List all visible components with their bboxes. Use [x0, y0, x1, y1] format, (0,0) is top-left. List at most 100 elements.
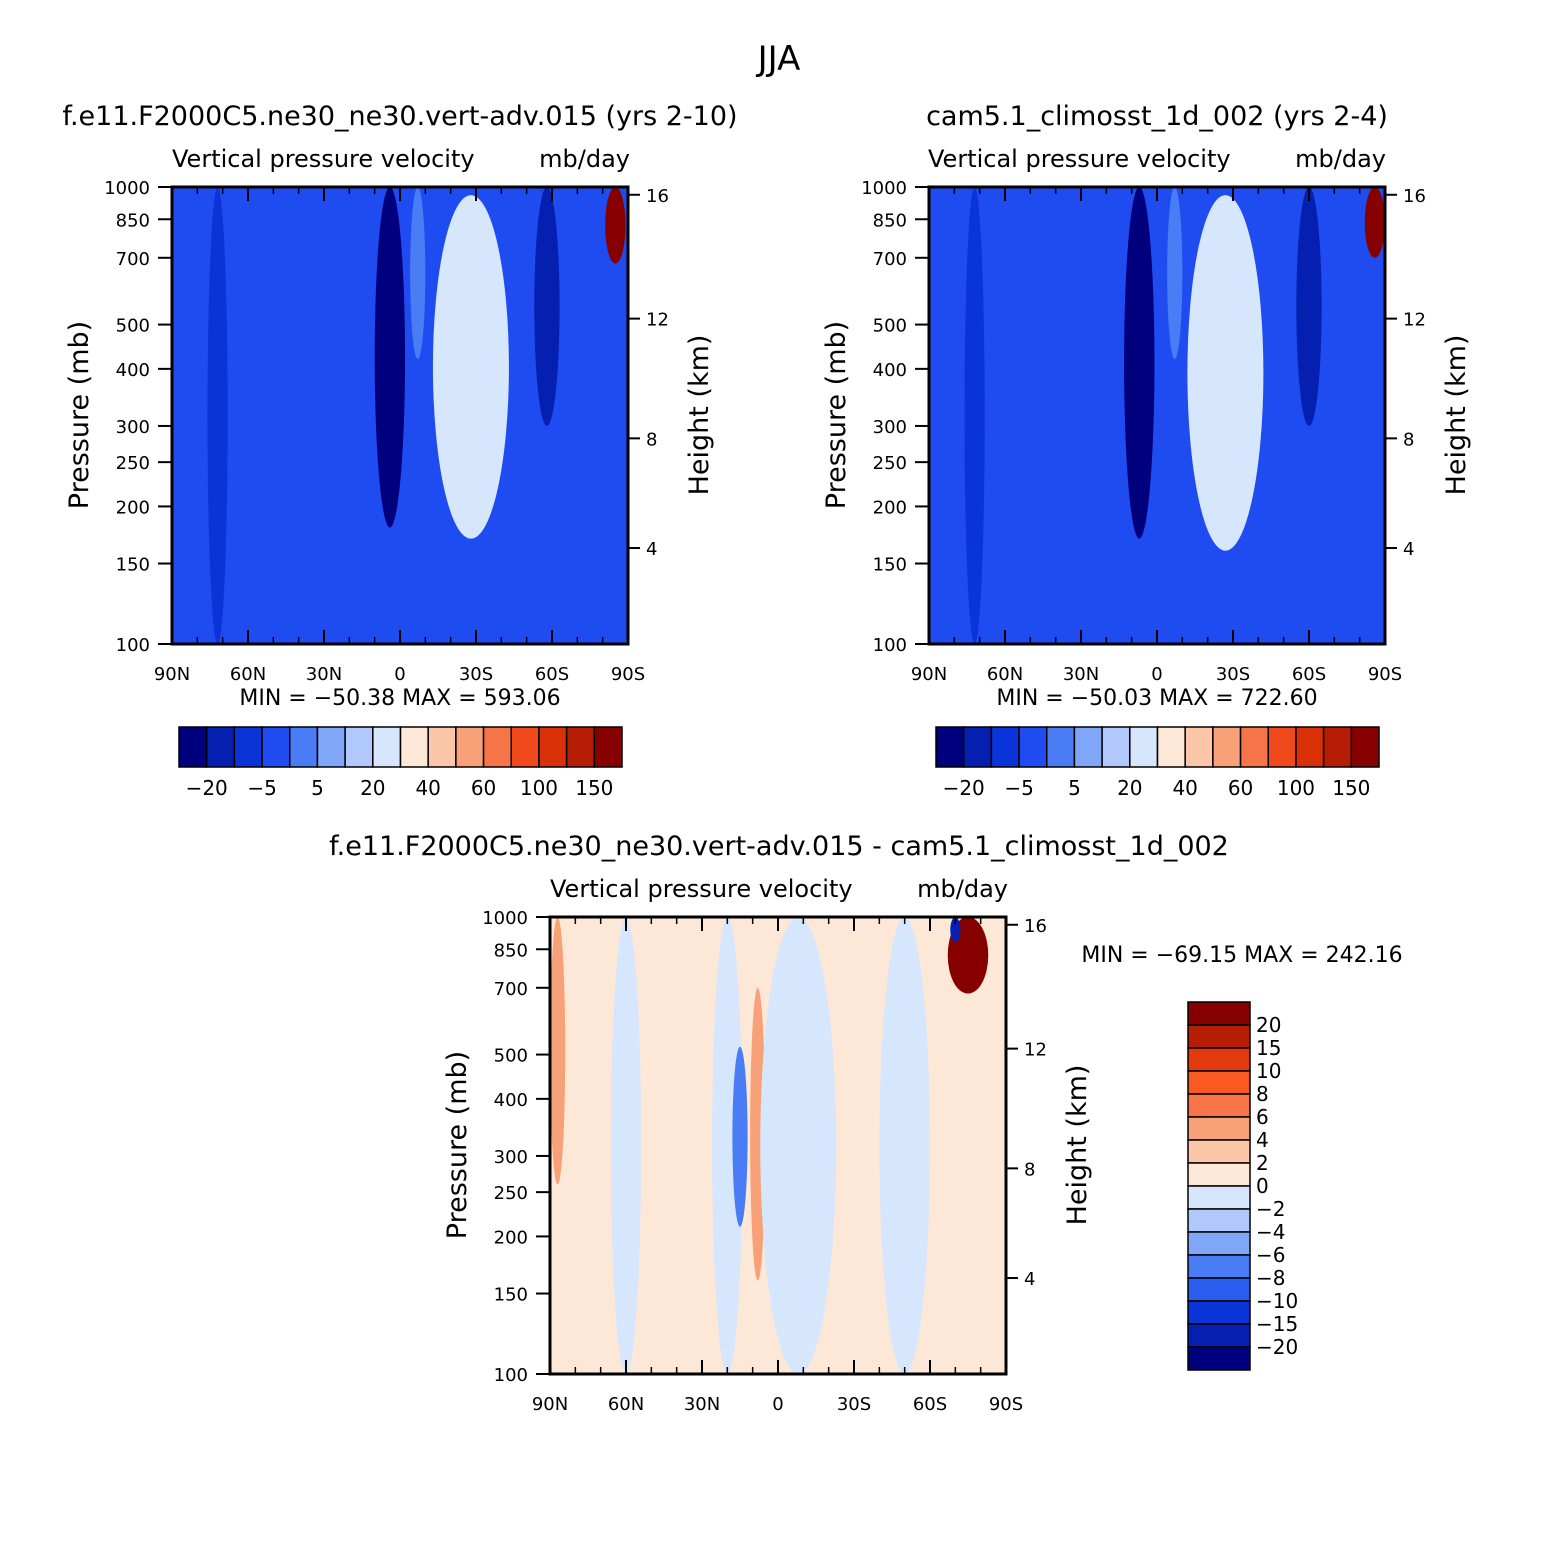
height-axis: 16 12 8 4	[1006, 916, 1047, 1290]
y-axis-label: Pressure (mb)	[821, 321, 852, 509]
y-tick-label: 400	[116, 360, 150, 381]
min-max-label: MIN = −50.03 MAX = 722.60	[996, 686, 1317, 711]
colorbar-label: 4	[1256, 1128, 1269, 1152]
field-feature	[712, 917, 743, 1374]
y2-tick-label: 4	[646, 539, 657, 560]
y-tick-label: 150	[494, 1285, 528, 1306]
colorbar-swatch	[1187, 1185, 1251, 1210]
colorbar-swatch	[1018, 726, 1048, 768]
panel-subtitle: Vertical pressure velocity	[928, 145, 1231, 173]
latitude-axis: 90N 60N 30N 0 30S 60S 90S	[532, 917, 1023, 1415]
field-feature	[1124, 187, 1155, 539]
y2-tick-label: 12	[1403, 310, 1426, 331]
field-feature	[207, 187, 228, 644]
min-max-label: MIN = −50.38 MAX = 593.06	[239, 686, 560, 711]
field-feature	[964, 187, 985, 644]
colorbar-label: 5	[1068, 776, 1081, 800]
colorbar-swatch	[1187, 1093, 1251, 1118]
panel-model-1: f.e11.F2000C5.ne30_ne30.vert-adv.015 (yr…	[62, 101, 737, 800]
field-feature	[374, 187, 406, 528]
x-tick-label: 30S	[1216, 664, 1250, 685]
y2-axis-label: Height (km)	[1441, 335, 1472, 496]
colorbar-label: 5	[311, 776, 324, 800]
colorbar-label: −4	[1256, 1220, 1285, 1244]
colorbar-swatch	[1073, 726, 1103, 768]
x-tick-label: 90S	[1368, 664, 1402, 685]
colorbar-swatch	[1187, 1323, 1251, 1348]
heatmap-plot: 100 150 200 250 300 400 500 700 850 1000 16 12 8 4 9…	[861, 178, 1426, 685]
colorbar-swatch	[1187, 1162, 1251, 1187]
panel-title: cam5.1_climosst_1d_002 (yrs 2-4)	[926, 101, 1388, 132]
panel-subtitle: Vertical pressure velocity	[550, 875, 853, 903]
colorbar-swatch	[1322, 726, 1353, 768]
pressure-axis: 100 150 200 250 300 400 500 700 850 1000	[104, 178, 172, 656]
colorbar-label: −5	[1004, 776, 1033, 800]
panel-model-2: cam5.1_climosst_1d_002 (yrs 2-4) Vertica…	[821, 101, 1472, 800]
colorbar-label: 60	[1228, 776, 1253, 800]
field-feature	[550, 917, 566, 1185]
x-tick-label: 60S	[1292, 664, 1326, 685]
colorbar-label: −20	[943, 776, 985, 800]
panel-units: mb/day	[1295, 145, 1386, 173]
colorbar-label: −5	[247, 776, 276, 800]
field-feature	[1167, 187, 1183, 360]
y-tick-label: 700	[494, 979, 528, 1000]
colorbar-label: 150	[575, 776, 613, 800]
field-feature	[760, 917, 837, 1374]
colorbar-swatch	[1187, 1070, 1251, 1095]
panel-subtitle: Vertical pressure velocity	[172, 145, 475, 173]
colorbar-swatch	[261, 726, 291, 768]
y-tick-label: 500	[494, 1046, 528, 1067]
colorbar-label: 40	[1172, 776, 1197, 800]
field-feature	[605, 187, 626, 264]
y-tick-label: 200	[116, 497, 150, 518]
colorbar-swatch	[1187, 1116, 1251, 1141]
heatmap-field	[172, 187, 628, 644]
colorbar-label: 20	[1117, 776, 1142, 800]
y-tick-label: 150	[873, 555, 907, 576]
y2-axis-label: Height (km)	[1062, 1065, 1093, 1226]
x-tick-label: 0	[1151, 664, 1162, 685]
colorbar-swatch	[1187, 1208, 1251, 1233]
y2-tick-label: 8	[1024, 1159, 1035, 1180]
heatmap-field	[929, 187, 1385, 644]
y2-tick-label: 8	[1403, 429, 1414, 450]
field-feature	[1187, 195, 1264, 551]
heatmap-plot: 100 150 200 250 300 400 500 700 850 1000 16 12 8 4 9…	[482, 908, 1047, 1415]
x-tick-label: 30S	[837, 1394, 871, 1415]
heatmap-field	[550, 917, 1006, 1374]
colorbar-swatch	[178, 726, 208, 768]
colorbar-label: −8	[1256, 1266, 1285, 1290]
x-tick-label: 90S	[611, 664, 645, 685]
colorbar-swatch	[510, 726, 540, 768]
panel-difference: f.e11.F2000C5.ne30_ne30.vert-adv.015 - c…	[329, 831, 1403, 1415]
field-feature	[1296, 187, 1322, 426]
colorbar-swatch	[1129, 726, 1159, 768]
x-tick-label: 30N	[306, 664, 342, 685]
colorbar-label: 8	[1256, 1082, 1269, 1106]
colorbar-swatch	[372, 726, 402, 768]
pressure-axis: 100 150 200 250 300 400 500 700 850 1000	[482, 908, 550, 1386]
panel-title: f.e11.F2000C5.ne30_ne30.vert-adv.015 - c…	[329, 831, 1229, 862]
colorbar-swatch	[1187, 1277, 1251, 1302]
min-max-label: MIN = −69.15 MAX = 242.16	[1081, 943, 1402, 968]
colorbar-label: 15	[1256, 1036, 1281, 1060]
x-tick-label: 30N	[1063, 664, 1099, 685]
colorbar-swatch	[1187, 1024, 1251, 1049]
colorbar-label: 40	[415, 776, 440, 800]
colorbar-label: 60	[471, 776, 496, 800]
colorbar-label: −20	[1256, 1335, 1298, 1359]
colorbar-swatch	[455, 726, 485, 768]
field-feature	[750, 987, 766, 1281]
y2-tick-label: 16	[1403, 186, 1426, 207]
colorbar-swatch	[1212, 726, 1242, 768]
y-tick-label: 850	[873, 210, 907, 231]
colorbar-swatch	[399, 726, 429, 768]
colorbar-swatch	[289, 726, 319, 768]
y-tick-label: 500	[873, 316, 907, 337]
y-tick-label: 200	[494, 1227, 528, 1248]
pressure-axis: 100 150 200 250 300 400 500 700 850 1000	[861, 178, 929, 656]
colorbar-swatch	[1187, 1047, 1251, 1072]
